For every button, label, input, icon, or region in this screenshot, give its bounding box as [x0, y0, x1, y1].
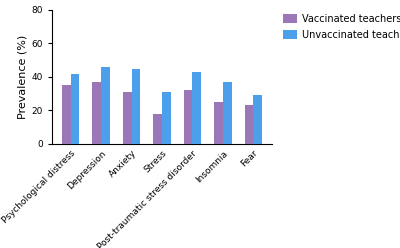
Legend: Vaccinated teachers, Unvaccinated teachers: Vaccinated teachers, Unvaccinated teache…: [281, 12, 400, 42]
Bar: [223, 82, 232, 144]
Bar: [92, 82, 101, 144]
Bar: [132, 68, 140, 144]
Bar: [192, 72, 201, 144]
Bar: [70, 74, 79, 144]
Bar: [123, 92, 132, 144]
Bar: [62, 85, 70, 144]
Bar: [154, 114, 162, 144]
Bar: [245, 105, 254, 144]
Bar: [254, 95, 262, 144]
Bar: [101, 67, 110, 144]
Bar: [214, 102, 223, 144]
Bar: [162, 92, 170, 144]
Bar: [184, 90, 192, 144]
Y-axis label: Prevalence (%): Prevalence (%): [17, 35, 27, 119]
